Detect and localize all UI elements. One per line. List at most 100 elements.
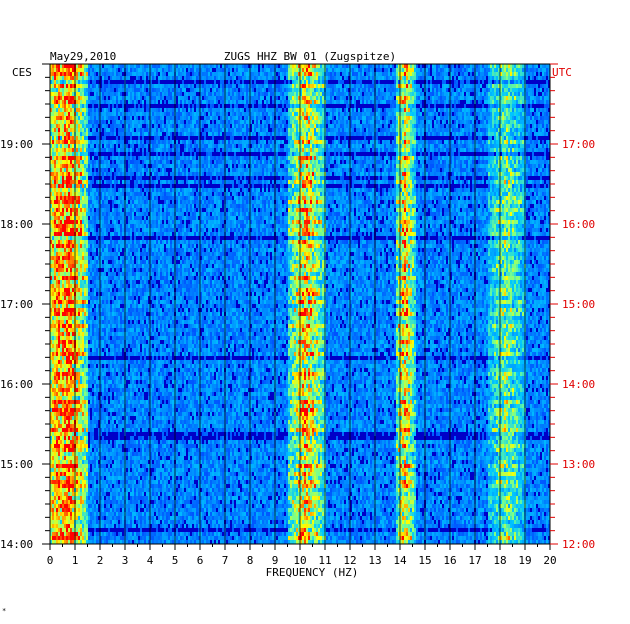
- spectrogram-cell: [190, 68, 192, 72]
- spectrogram-cell: [512, 132, 514, 136]
- spectrogram-cell: [276, 108, 278, 112]
- spectrogram-cell: [212, 104, 214, 108]
- spectrogram-cell: [240, 116, 242, 120]
- spectrogram-cell: [292, 116, 294, 120]
- spectrogram-cell: [428, 108, 430, 112]
- spectrogram-cell: [430, 108, 432, 112]
- spectrogram-cell: [372, 80, 374, 84]
- spectrogram-cell: [322, 128, 324, 132]
- spectrogram-cell: [326, 108, 328, 112]
- spectrogram-cell: [110, 124, 112, 128]
- spectrogram-cell: [490, 72, 492, 76]
- spectrogram-cell: [384, 144, 386, 148]
- spectrogram-cell: [536, 64, 538, 68]
- spectrogram-cell: [518, 84, 520, 88]
- spectrogram-cell: [314, 68, 316, 72]
- spectrogram-cell: [192, 76, 194, 80]
- spectrogram-cell: [360, 140, 362, 144]
- spectrogram-cell: [202, 120, 204, 124]
- spectrogram-cell: [330, 64, 332, 68]
- spectrogram-cell: [208, 144, 210, 148]
- spectrogram-cell: [256, 156, 258, 160]
- spectrogram-cell: [78, 68, 80, 72]
- spectrogram-cell: [118, 140, 120, 144]
- spectrogram-cell: [278, 84, 280, 88]
- spectrogram-cell: [178, 72, 180, 76]
- spectrogram-cell: [542, 140, 544, 144]
- spectrogram-cell: [516, 136, 518, 140]
- spectrogram-cell: [336, 148, 338, 152]
- spectrogram-cell: [54, 124, 56, 128]
- spectrogram-cell: [218, 156, 220, 160]
- spectrogram-cell: [414, 116, 416, 120]
- spectrogram-cell: [94, 152, 96, 156]
- spectrogram-cell: [56, 80, 58, 84]
- spectrogram-cell: [118, 124, 120, 128]
- spectrogram-cell: [316, 148, 318, 152]
- spectrogram-cell: [532, 108, 534, 112]
- spectrogram-cell: [244, 76, 246, 80]
- spectrogram-cell: [408, 116, 410, 120]
- spectrogram-cell: [132, 132, 134, 136]
- spectrogram-cell: [142, 84, 144, 88]
- spectrogram-cell: [412, 144, 414, 148]
- spectrogram-cell: [422, 128, 424, 132]
- spectrogram-cell: [220, 112, 222, 116]
- spectrogram-cell: [502, 152, 504, 156]
- spectrogram-cell: [478, 108, 480, 112]
- spectrogram-cell: [128, 72, 130, 76]
- spectrogram-cell: [420, 100, 422, 104]
- spectrogram-cell: [330, 116, 332, 120]
- spectrogram-cell: [460, 68, 462, 72]
- spectrogram-cell: [158, 144, 160, 148]
- spectrogram-cell: [70, 132, 72, 136]
- spectrogram-cell: [160, 72, 162, 76]
- spectrogram-cell: [364, 92, 366, 96]
- spectrogram-cell: [330, 96, 332, 100]
- spectrogram-cell: [318, 84, 320, 88]
- spectrogram-cell: [410, 152, 412, 156]
- spectrogram-cell: [486, 140, 488, 144]
- spectrogram-cell: [206, 88, 208, 92]
- spectrogram-cell: [142, 104, 144, 108]
- spectrogram-cell: [88, 88, 90, 92]
- spectrogram-cell: [414, 80, 416, 84]
- spectrogram-cell: [444, 68, 446, 72]
- spectrogram-cell: [236, 96, 238, 100]
- spectrogram-cell: [168, 108, 170, 112]
- spectrogram-cell: [264, 84, 266, 88]
- spectrogram-cell: [196, 96, 198, 100]
- spectrogram-cell: [328, 96, 330, 100]
- spectrogram-cell: [332, 112, 334, 116]
- spectrogram-cell: [408, 152, 410, 156]
- spectrogram-cell: [236, 112, 238, 116]
- spectrogram-cell: [78, 148, 80, 152]
- spectrogram-cell: [476, 88, 478, 92]
- spectrogram-cell: [456, 96, 458, 100]
- spectrogram-cell: [362, 72, 364, 76]
- spectrogram-cell: [106, 72, 108, 76]
- spectrogram-cell: [522, 136, 524, 140]
- spectrogram-cell: [540, 88, 542, 92]
- spectrogram-cell: [302, 108, 304, 112]
- spectrogram-cell: [402, 88, 404, 92]
- spectrogram-cell: [78, 72, 80, 76]
- spectrogram-cell: [294, 148, 296, 152]
- spectrogram-cell: [86, 80, 88, 84]
- spectrogram-cell: [346, 64, 348, 68]
- spectrogram-cell: [340, 76, 342, 80]
- spectrogram-cell: [336, 96, 338, 100]
- spectrogram-cell: [370, 64, 372, 68]
- spectrogram-cell: [310, 148, 312, 152]
- spectrogram-cell: [466, 124, 468, 128]
- spectrogram-cell: [62, 148, 64, 152]
- spectrogram-cell: [528, 116, 530, 120]
- spectrogram-cell: [126, 156, 128, 160]
- spectrogram-cell: [164, 128, 166, 132]
- spectrogram-cell: [470, 100, 472, 104]
- spectrogram-cell: [306, 120, 308, 124]
- spectrogram-cell: [328, 116, 330, 120]
- spectrogram-cell: [494, 136, 496, 140]
- spectrogram-cell: [442, 116, 444, 120]
- spectrogram-cell: [306, 152, 308, 156]
